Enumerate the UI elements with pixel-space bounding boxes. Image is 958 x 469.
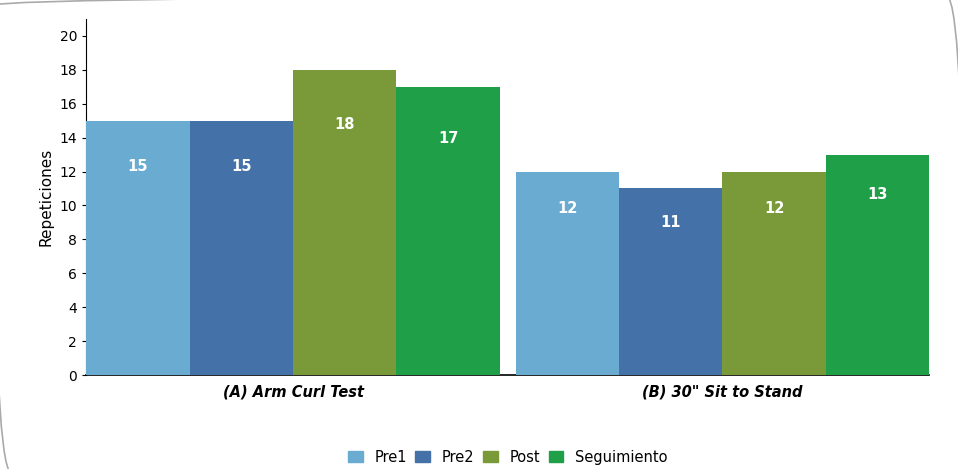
Bar [190,121,293,375]
Text: 11: 11 [660,215,681,230]
Text: 18: 18 [334,117,355,132]
Text: 17: 17 [438,131,458,146]
Text: 15: 15 [231,159,252,174]
Text: 13: 13 [867,187,888,202]
Bar [293,70,397,375]
Legend: Pre1, Pre2, Post, Seguimiento: Pre1, Pre2, Post, Seguimiento [345,446,671,468]
Bar [86,121,190,375]
Text: 12: 12 [558,201,578,216]
Text: 15: 15 [127,159,148,174]
Y-axis label: Repeticiones: Repeticiones [39,148,54,246]
Bar [515,172,619,375]
Bar [722,172,826,375]
Bar [619,189,722,375]
Text: 12: 12 [764,201,785,216]
Bar [826,155,929,375]
Bar [397,87,500,375]
